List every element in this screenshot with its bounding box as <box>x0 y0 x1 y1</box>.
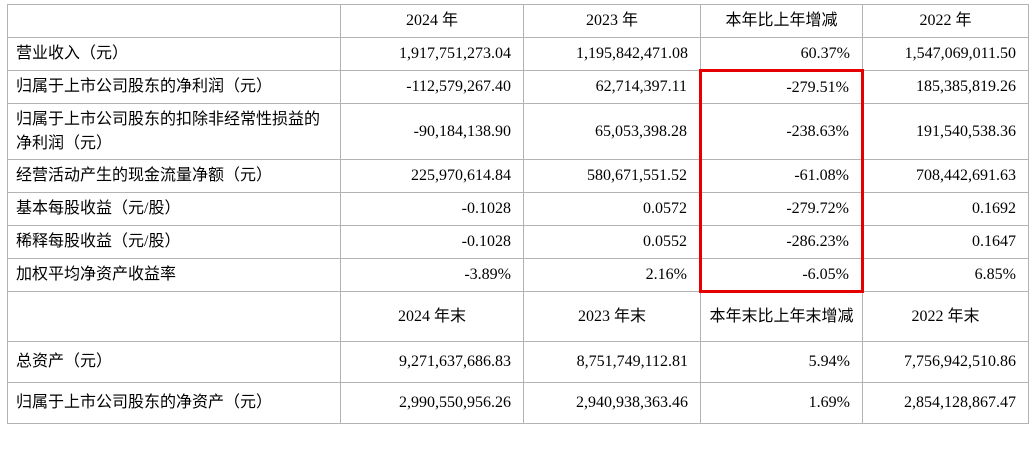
header-2024-end: 2024 年末 <box>340 291 524 342</box>
value-2022: 0.1692 <box>862 192 1029 226</box>
row-label: 归属于上市公司股东的净资产（元） <box>7 382 341 424</box>
value-2022: 6.85% <box>862 258 1029 292</box>
table-row-weighted-avg-roe: 加权平均净资产收益率 -3.89% 2.16% -6.05% 6.85% <box>7 258 1029 293</box>
value-2024: 9,271,637,686.83 <box>340 341 524 383</box>
value-2023: 2.16% <box>523 258 701 292</box>
row-label: 总资产（元） <box>7 341 341 383</box>
value-2024: -3.89% <box>340 258 524 292</box>
value-change: 5.94% <box>700 341 863 383</box>
value-2024: 225,970,614.84 <box>340 159 524 193</box>
value-change-highlighted: -238.63% <box>699 103 864 160</box>
period-header-row: 2024 年 2023 年 本年比上年增减 2022 年 <box>7 4 1029 38</box>
value-2024: 2,990,550,956.26 <box>340 382 524 424</box>
value-2024: -112,579,267.40 <box>340 70 524 104</box>
row-label: 经营活动产生的现金流量净额（元） <box>7 159 341 193</box>
value-2023: 0.0552 <box>523 225 701 259</box>
period-end-header-row: 2024 年末 2023 年末 本年末比上年末增减 2022 年末 <box>7 291 1029 342</box>
table-row-basic-eps: 基本每股收益（元/股） -0.1028 0.0572 -279.72% 0.16… <box>7 192 1029 226</box>
row-label: 归属于上市公司股东的扣除非经常性损益的净利润（元） <box>7 103 341 160</box>
value-change-highlighted: -286.23% <box>699 225 864 259</box>
value-2023: 8,751,749,112.81 <box>523 341 701 383</box>
value-2023: 2,940,938,363.46 <box>523 382 701 424</box>
header-blank <box>7 291 341 342</box>
value-2024: 1,917,751,273.04 <box>340 37 524 71</box>
header-end-yoy-change: 本年末比上年末增减 <box>700 291 863 342</box>
table-row-revenue: 营业收入（元） 1,917,751,273.04 1,195,842,471.0… <box>7 37 1029 71</box>
value-2023: 65,053,398.28 <box>523 103 701 160</box>
value-2022: 2,854,128,867.47 <box>862 382 1029 424</box>
row-label: 稀释每股收益（元/股） <box>7 225 341 259</box>
row-label: 营业收入（元） <box>7 37 341 71</box>
value-change-highlighted: -279.51% <box>699 69 864 104</box>
value-2024: -0.1028 <box>340 225 524 259</box>
row-label: 基本每股收益（元/股） <box>7 192 341 226</box>
header-2022: 2022 年 <box>862 4 1029 38</box>
value-2024: -90,184,138.90 <box>340 103 524 160</box>
header-2024: 2024 年 <box>340 4 524 38</box>
value-2023: 62,714,397.11 <box>523 70 701 104</box>
header-2022-end: 2022 年末 <box>862 291 1029 342</box>
header-2023-end: 2023 年末 <box>523 291 701 342</box>
row-label: 加权平均净资产收益率 <box>7 258 341 292</box>
document-page: 2024 年 2023 年 本年比上年增减 2022 年 营业收入（元） 1,9… <box>7 4 1029 424</box>
value-change-highlighted: -61.08% <box>699 159 864 193</box>
row-label: 归属于上市公司股东的净利润（元） <box>7 70 341 104</box>
table-row-operating-cash-flow: 经营活动产生的现金流量净额（元） 225,970,614.84 580,671,… <box>7 159 1029 193</box>
table-row-net-profit: 归属于上市公司股东的净利润（元） -112,579,267.40 62,714,… <box>7 69 1029 104</box>
value-2023: 580,671,551.52 <box>523 159 701 193</box>
value-2022: 0.1647 <box>862 225 1029 259</box>
value-2022: 185,385,819.26 <box>862 70 1029 104</box>
value-change-highlighted: -6.05% <box>699 258 864 293</box>
value-change: 1.69% <box>700 382 863 424</box>
value-change: 60.37% <box>700 37 863 71</box>
value-2022: 708,442,691.63 <box>862 159 1029 193</box>
financial-summary-table: 2024 年 2023 年 本年比上年增减 2022 年 营业收入（元） 1,9… <box>7 4 1029 424</box>
value-change-highlighted: -279.72% <box>699 192 864 226</box>
value-2023: 1,195,842,471.08 <box>523 37 701 71</box>
value-2022: 1,547,069,011.50 <box>862 37 1029 71</box>
header-yoy-change: 本年比上年增减 <box>700 4 863 38</box>
value-2022: 7,756,942,510.86 <box>862 341 1029 383</box>
table-row-diluted-eps: 稀释每股收益（元/股） -0.1028 0.0552 -286.23% 0.16… <box>7 225 1029 259</box>
value-2022: 191,540,538.36 <box>862 103 1029 160</box>
header-blank <box>7 4 341 38</box>
value-2023: 0.0572 <box>523 192 701 226</box>
table-row-net-profit-excl-nonrecurring: 归属于上市公司股东的扣除非经常性损益的净利润（元） -90,184,138.90… <box>7 103 1029 160</box>
value-2024: -0.1028 <box>340 192 524 226</box>
header-2023: 2023 年 <box>523 4 701 38</box>
table-row-net-assets: 归属于上市公司股东的净资产（元） 2,990,550,956.26 2,940,… <box>7 382 1029 424</box>
table-row-total-assets: 总资产（元） 9,271,637,686.83 8,751,749,112.81… <box>7 341 1029 383</box>
